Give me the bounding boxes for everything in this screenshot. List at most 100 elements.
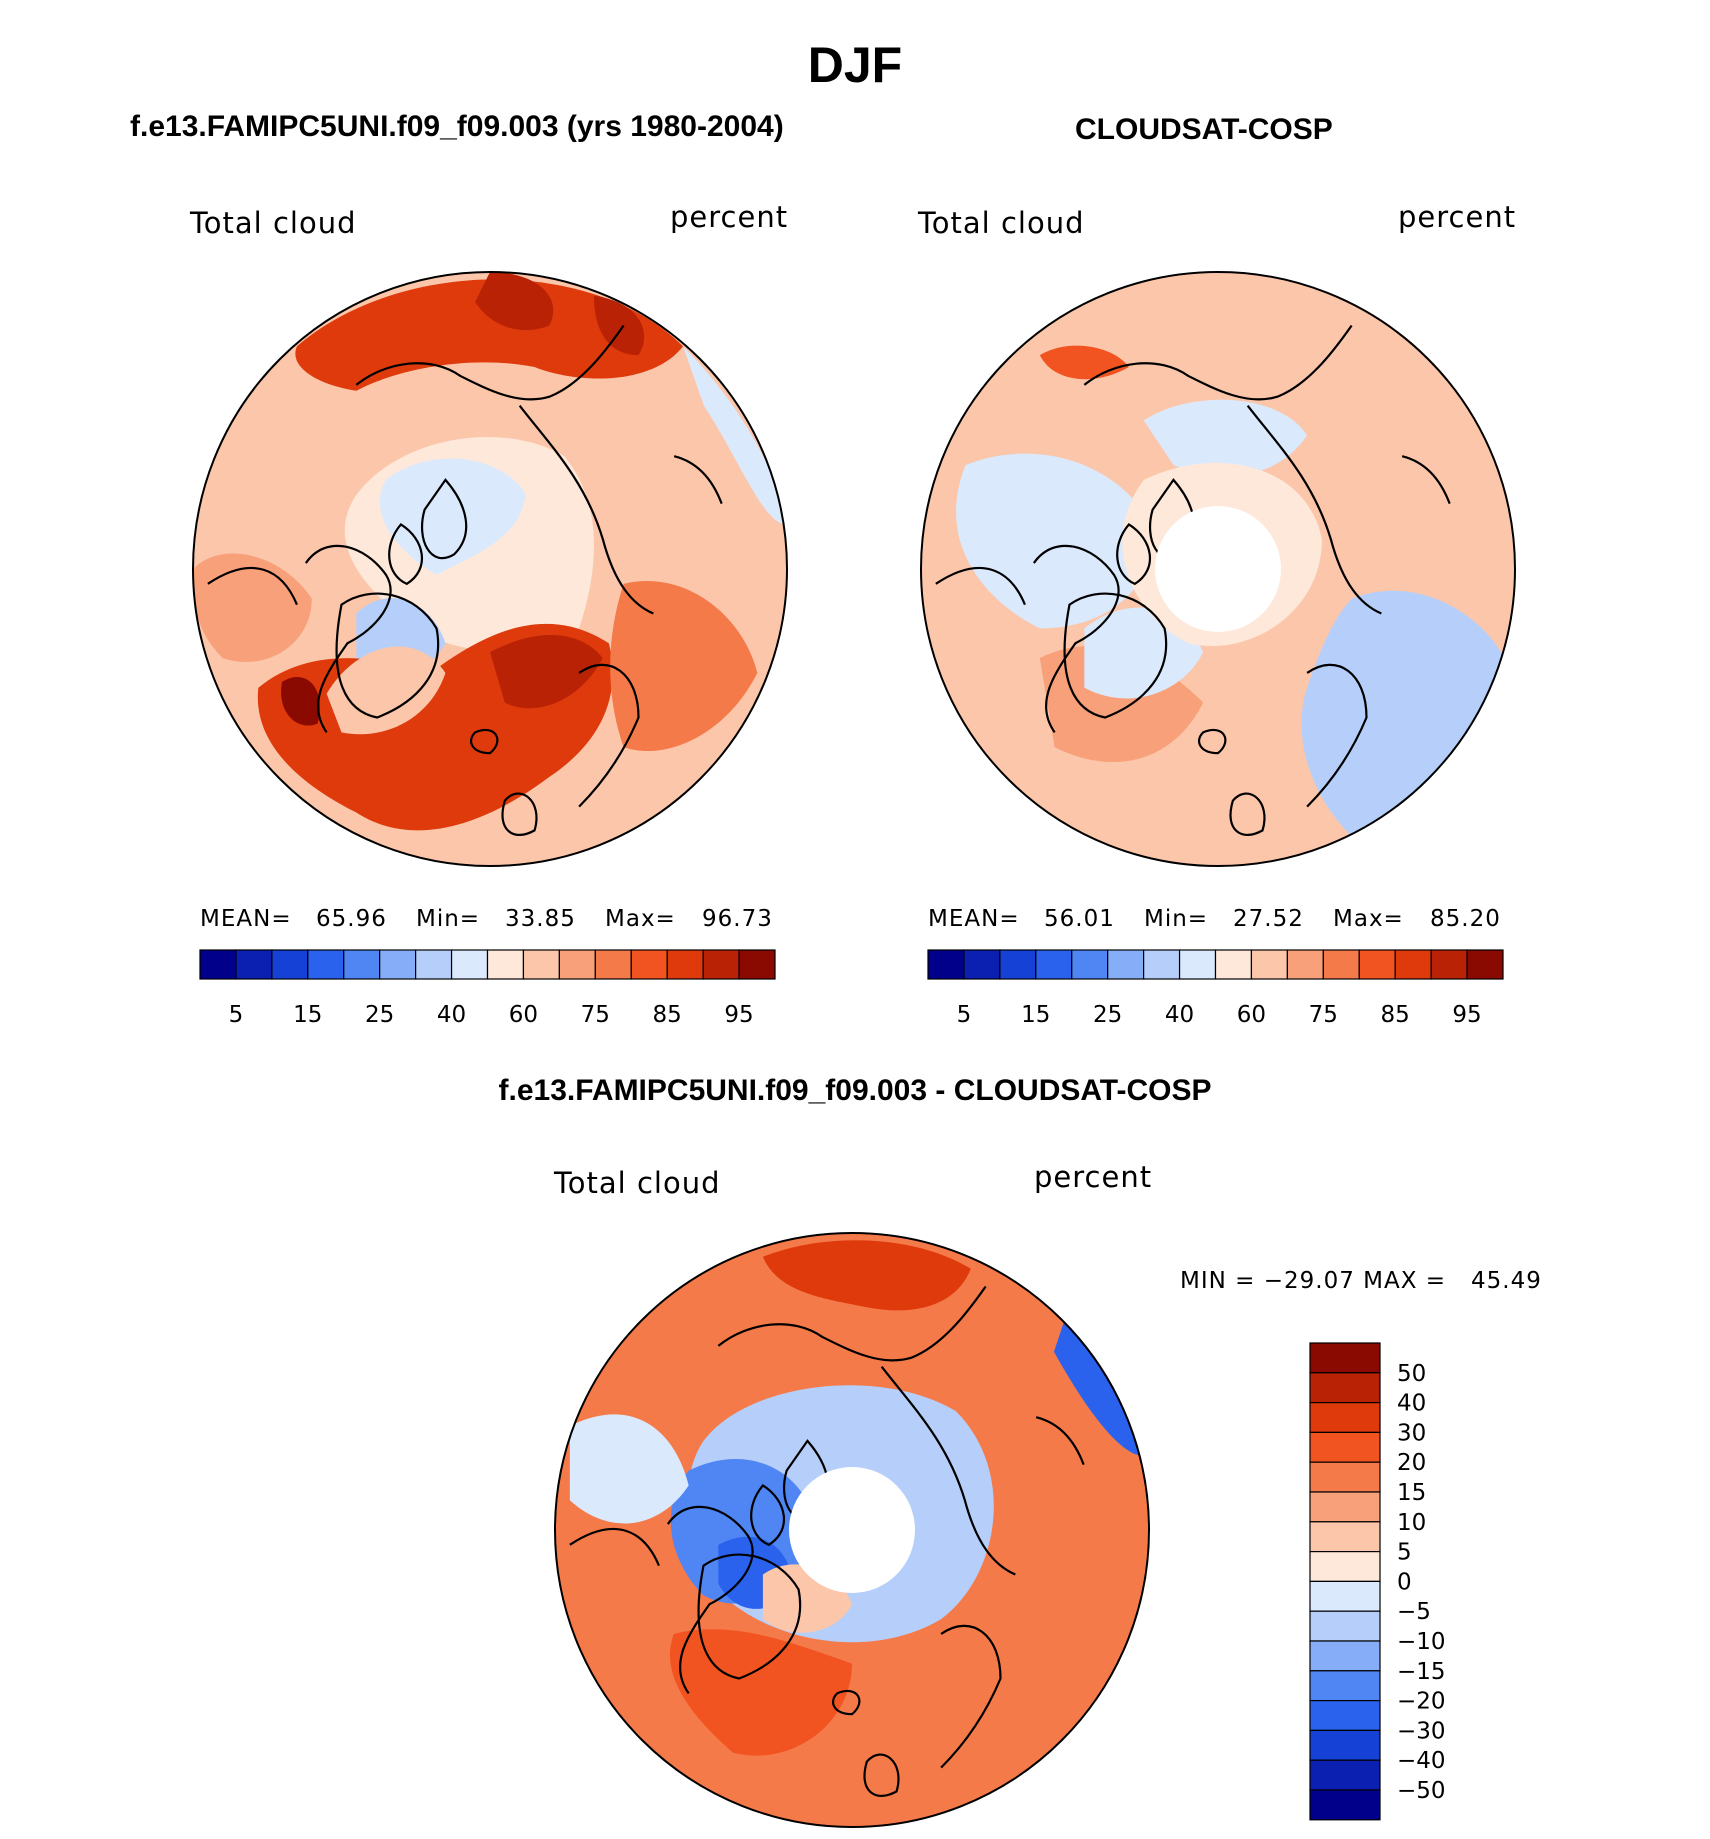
colorbar-tick-label: 25 bbox=[365, 1002, 394, 1028]
colorbar-swatch bbox=[379, 949, 417, 980]
map-border bbox=[920, 271, 1516, 867]
colorbar-swatch bbox=[522, 949, 560, 980]
panel1-mean: 65.96 bbox=[316, 906, 387, 932]
colorbar-swatch bbox=[1394, 949, 1432, 980]
colorbar-tick-label: 40 bbox=[1165, 1002, 1194, 1028]
map-region-bering-peak bbox=[593, 295, 645, 356]
colorbar-swatch bbox=[1309, 1610, 1381, 1642]
map-region-pacific-edge bbox=[683, 346, 787, 525]
map-region-siberia-north bbox=[295, 279, 684, 391]
coastline-5 bbox=[578, 663, 640, 808]
colorbar-swatch bbox=[1286, 949, 1324, 980]
colorbar-tick-label: 15 bbox=[1397, 1480, 1426, 1506]
colorbar-tick-label: 75 bbox=[581, 1002, 610, 1028]
coastline-6 bbox=[935, 567, 1026, 606]
panel1-max-label: Max= bbox=[605, 906, 676, 932]
panel1-min-label: Min= bbox=[416, 906, 481, 932]
colorbar-tick-label: 0 bbox=[1397, 1569, 1412, 1595]
colorbar-swatch bbox=[1309, 1521, 1381, 1553]
map-region-europe bbox=[610, 580, 758, 751]
colorbar-tick-label: 85 bbox=[1381, 1002, 1410, 1028]
colorbar-tick-label: −20 bbox=[1397, 1689, 1446, 1715]
coastline-10 bbox=[1401, 455, 1451, 505]
colorbar-tick-label: 95 bbox=[724, 1002, 753, 1028]
panel1-mean-label: MEAN= bbox=[200, 906, 292, 932]
colorbar-swatch bbox=[1071, 949, 1109, 980]
coastline-8 bbox=[388, 523, 423, 586]
colorbar-tick-label: −5 bbox=[1397, 1599, 1431, 1625]
map-region-east-siberia bbox=[1143, 399, 1308, 477]
colorbar-swatch bbox=[1430, 949, 1468, 980]
coastline-10 bbox=[1035, 1416, 1085, 1466]
colorbar-swatch bbox=[1143, 949, 1181, 980]
colorbar-swatch bbox=[1250, 949, 1288, 980]
colorbar-swatch bbox=[415, 949, 453, 980]
map-region-norwegian-sea bbox=[490, 635, 603, 709]
colorbar-swatch bbox=[1358, 949, 1396, 980]
map-region-canadian-arctic bbox=[956, 453, 1159, 629]
map-region-siberia bbox=[762, 1240, 971, 1311]
coastline-5 bbox=[1306, 663, 1368, 808]
map-region-greenland bbox=[326, 646, 446, 735]
coastline-4 bbox=[1246, 404, 1382, 615]
colorbar-swatch bbox=[1309, 1640, 1381, 1672]
map-region-north-america bbox=[569, 1414, 689, 1524]
map-panel-2 bbox=[920, 271, 1516, 867]
coastline-2 bbox=[335, 592, 440, 719]
colorbar-swatch bbox=[666, 949, 704, 980]
coastline-1 bbox=[1032, 544, 1120, 733]
colorbar-swatch bbox=[343, 949, 381, 980]
coastline-4 bbox=[518, 404, 654, 615]
colorbar-tick-label: 5 bbox=[229, 1002, 244, 1028]
coastlines bbox=[935, 324, 1451, 836]
coastlines bbox=[569, 1285, 1085, 1797]
colorbar-tick-label: 30 bbox=[1397, 1420, 1426, 1446]
colorbar-swatch bbox=[1214, 949, 1253, 980]
colorbar-tick-label: 85 bbox=[653, 1002, 682, 1028]
colorbar-tick-label: −15 bbox=[1397, 1659, 1446, 1685]
colorbar-tick-label: 50 bbox=[1397, 1361, 1426, 1387]
colorbar-swatch bbox=[558, 949, 596, 980]
panel1-min: 33.85 bbox=[505, 906, 576, 932]
colorbar-swatch bbox=[1309, 1580, 1381, 1612]
coastline-3 bbox=[717, 1285, 987, 1362]
coastline-11 bbox=[863, 1753, 900, 1797]
colorbar-swatch bbox=[1309, 1342, 1381, 1374]
coastline-2 bbox=[1063, 592, 1168, 719]
colorbar-tick-label: −50 bbox=[1397, 1778, 1446, 1804]
colorbar-swatch bbox=[594, 949, 632, 980]
page-title: DJF bbox=[807, 37, 903, 93]
colorbar-swatch bbox=[1466, 949, 1504, 980]
coastline-3 bbox=[355, 324, 625, 401]
panel2-min: 27.52 bbox=[1233, 906, 1304, 932]
colorbar-tick-label: 25 bbox=[1093, 1002, 1122, 1028]
colorbar-swatch bbox=[738, 949, 776, 980]
colorbar-swatch bbox=[486, 949, 525, 980]
map-border bbox=[554, 1232, 1150, 1828]
coastline-9 bbox=[832, 1690, 861, 1716]
map-region-canadian-arctic bbox=[379, 458, 526, 575]
colorbar-swatch bbox=[1309, 1759, 1381, 1791]
coastline-9 bbox=[470, 729, 499, 755]
colorbar-tick-label: 15 bbox=[1021, 1002, 1050, 1028]
colorbar-tick-label: 60 bbox=[509, 1002, 538, 1028]
colorbar-swatch bbox=[1309, 1699, 1381, 1731]
colorbar-tick-label: 75 bbox=[1309, 1002, 1338, 1028]
panel1-max: 96.73 bbox=[702, 906, 773, 932]
colorbar-swatch bbox=[630, 949, 668, 980]
map-region-north-atlantic bbox=[669, 1629, 852, 1756]
coastline-6 bbox=[569, 1528, 660, 1567]
map-panel-1 bbox=[192, 271, 788, 867]
map-region-europe-asia bbox=[1301, 590, 1510, 837]
panel2-max-label: Max= bbox=[1333, 906, 1404, 932]
panel3-variable: Total cloud bbox=[554, 1166, 721, 1200]
panel2-title: CLOUDSAT-COSP bbox=[1075, 113, 1333, 146]
panel2-mean-label: MEAN= bbox=[928, 906, 1020, 932]
panel2-max: 85.20 bbox=[1430, 906, 1501, 932]
colorbar-swatch bbox=[1309, 1670, 1381, 1702]
panel2-variable: Total cloud bbox=[918, 206, 1085, 240]
coastline-4 bbox=[880, 1365, 1016, 1576]
panel2-mean: 56.01 bbox=[1044, 906, 1115, 932]
colorbar-tick-label: 5 bbox=[957, 1002, 972, 1028]
